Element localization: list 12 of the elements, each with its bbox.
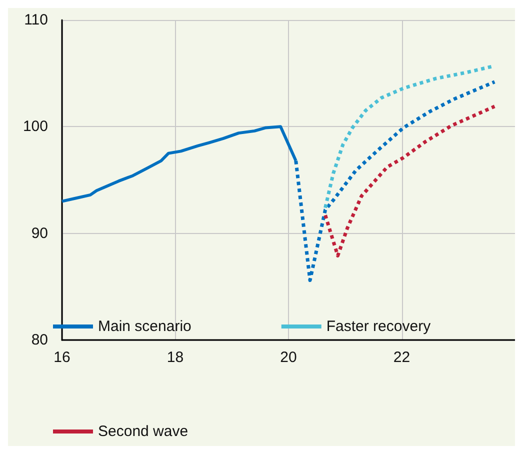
legend-label: Faster recovery (326, 318, 432, 335)
y-tick-label: 90 (31, 224, 48, 242)
x-tick-label: 20 (280, 349, 297, 366)
legend-label: Second wave (98, 423, 188, 440)
y-tick-label: 80 (31, 332, 48, 348)
x-tick-label: 16 (54, 349, 70, 366)
y-tick-label: 100 (22, 118, 48, 136)
x-tick-label: 18 (166, 349, 184, 366)
legend-label: Main scenario (98, 318, 192, 335)
y-tick-label: 110 (24, 12, 48, 28)
x-tick-label: 22 (393, 349, 410, 366)
line-series (324, 104, 496, 258)
